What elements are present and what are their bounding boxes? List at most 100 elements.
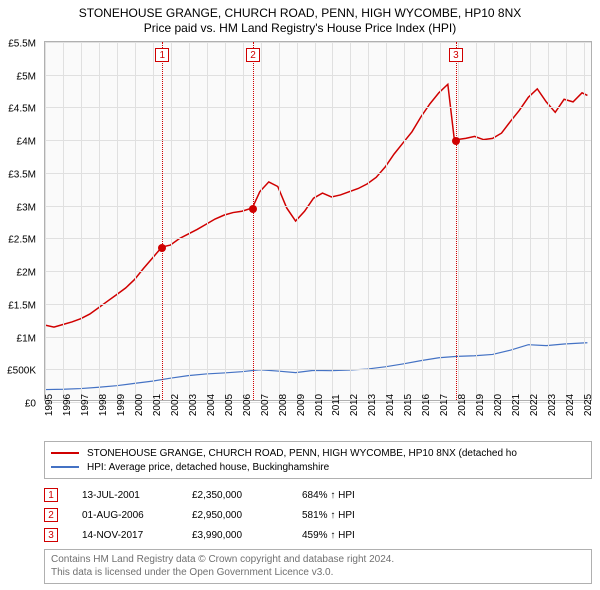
gridline-horizontal [45,206,591,207]
gridline-vertical [386,42,387,400]
gridline-vertical [153,42,154,400]
gridline-vertical [458,42,459,400]
event-line [456,42,457,400]
gridline-vertical [476,42,477,400]
x-tick-label: 1999 [116,394,127,416]
gridline-vertical [117,42,118,400]
event-price: £2,350,000 [192,490,302,501]
event-pct-vs-hpi: 684% ↑ HPI [302,490,422,501]
event-line [253,42,254,400]
gridline-vertical [45,42,46,400]
x-tick-label: 2002 [170,394,181,416]
footer-line2: This data is licensed under the Open Gov… [51,567,585,580]
x-tick-label: 2008 [278,394,289,416]
event-date: 01-AUG-2006 [82,510,192,521]
events-table: 113-JUL-2001£2,350,000684% ↑ HPI201-AUG-… [44,485,592,545]
x-tick-label: 2023 [547,394,558,416]
gridline-vertical [584,42,585,400]
y-tick-label: £1.5M [8,300,36,311]
gridline-vertical [332,42,333,400]
x-tick-label: 2011 [331,394,342,416]
plot-area: 123 [44,41,592,401]
gridline-vertical [135,42,136,400]
event-price: £3,990,000 [192,530,302,541]
x-tick-label: 2000 [134,394,145,416]
x-tick-label: 2022 [529,394,540,416]
x-axis: 1995199619971998199920002001200220032004… [44,401,592,437]
x-tick-label: 2006 [242,394,253,416]
x-tick-label: 2004 [206,394,217,416]
gridline-vertical [350,42,351,400]
y-tick-label: £2.5M [8,235,36,246]
x-tick-label: 2014 [385,394,396,416]
legend-label: STONEHOUSE GRANGE, CHURCH ROAD, PENN, HI… [87,448,517,459]
gridline-vertical [315,42,316,400]
chart-container: STONEHOUSE GRANGE, CHURCH ROAD, PENN, HI… [0,0,600,590]
legend-swatch [51,466,79,468]
gridline-horizontal [45,42,591,43]
title-block: STONEHOUSE GRANGE, CHURCH ROAD, PENN, HI… [0,0,600,37]
event-date: 14-NOV-2017 [82,530,192,541]
x-tick-label: 2005 [224,394,235,416]
event-row-number: 2 [44,508,58,522]
gridline-vertical [404,42,405,400]
gridline-vertical [81,42,82,400]
x-tick-label: 1998 [98,394,109,416]
gridline-vertical [189,42,190,400]
legend-swatch [51,452,79,454]
x-tick-label: 2025 [583,394,594,416]
event-number-box: 2 [246,48,260,62]
title-address: STONEHOUSE GRANGE, CHURCH ROAD, PENN, HI… [4,6,596,20]
y-axis: £0£500K£1M£1.5M£2M£2.5M£3M£3.5M£4M£4.5M£… [0,44,40,404]
y-tick-label: £4M [17,137,36,148]
gridline-vertical [207,42,208,400]
x-tick-label: 2010 [314,394,325,416]
gridline-vertical [530,42,531,400]
event-row-number: 3 [44,528,58,542]
y-tick-label: £4.5M [8,104,36,115]
footer-attribution: Contains HM Land Registry data © Crown c… [44,549,592,584]
gridline-horizontal [45,238,591,239]
gridline-horizontal [45,369,591,370]
x-tick-label: 2021 [511,394,522,416]
y-tick-label: £2M [17,268,36,279]
x-tick-label: 2009 [296,394,307,416]
y-tick-label: £3M [17,202,36,213]
event-marker [452,137,460,145]
gridline-vertical [548,42,549,400]
event-price: £2,950,000 [192,510,302,521]
footer-line1: Contains HM Land Registry data © Crown c… [51,554,585,567]
gridline-vertical [261,42,262,400]
gridline-horizontal [45,337,591,338]
x-tick-label: 2012 [349,394,360,416]
gridline-vertical [368,42,369,400]
y-tick-label: £500K [7,366,36,377]
gridline-vertical [171,42,172,400]
x-tick-label: 2024 [565,394,576,416]
legend: STONEHOUSE GRANGE, CHURCH ROAD, PENN, HI… [44,441,592,479]
title-subtitle: Price paid vs. HM Land Registry's House … [4,21,596,35]
legend-label: HPI: Average price, detached house, Buck… [87,462,329,473]
x-tick-label: 2007 [260,394,271,416]
gridline-vertical [422,42,423,400]
x-tick-label: 2018 [457,394,468,416]
event-line [162,42,163,400]
series-hpi [45,343,587,390]
gridline-vertical [297,42,298,400]
gridline-horizontal [45,271,591,272]
event-row: 3 14-NOV-2017£3,990,000459% ↑ HPI [44,525,592,545]
y-tick-label: £5.5M [8,39,36,50]
gridline-horizontal [45,304,591,305]
event-pct-vs-hpi: 459% ↑ HPI [302,530,422,541]
gridline-vertical [279,42,280,400]
gridline-horizontal [45,75,591,76]
event-row-number: 1 [44,488,58,502]
gridline-vertical [63,42,64,400]
x-tick-label: 1996 [62,394,73,416]
x-tick-label: 1997 [80,394,91,416]
plot-svg [45,42,591,400]
x-tick-label: 2003 [188,394,199,416]
event-row: 201-AUG-2006£2,950,000581% ↑ HPI [44,505,592,525]
event-number-box: 3 [449,48,463,62]
event-row: 113-JUL-2001£2,350,000684% ↑ HPI [44,485,592,505]
